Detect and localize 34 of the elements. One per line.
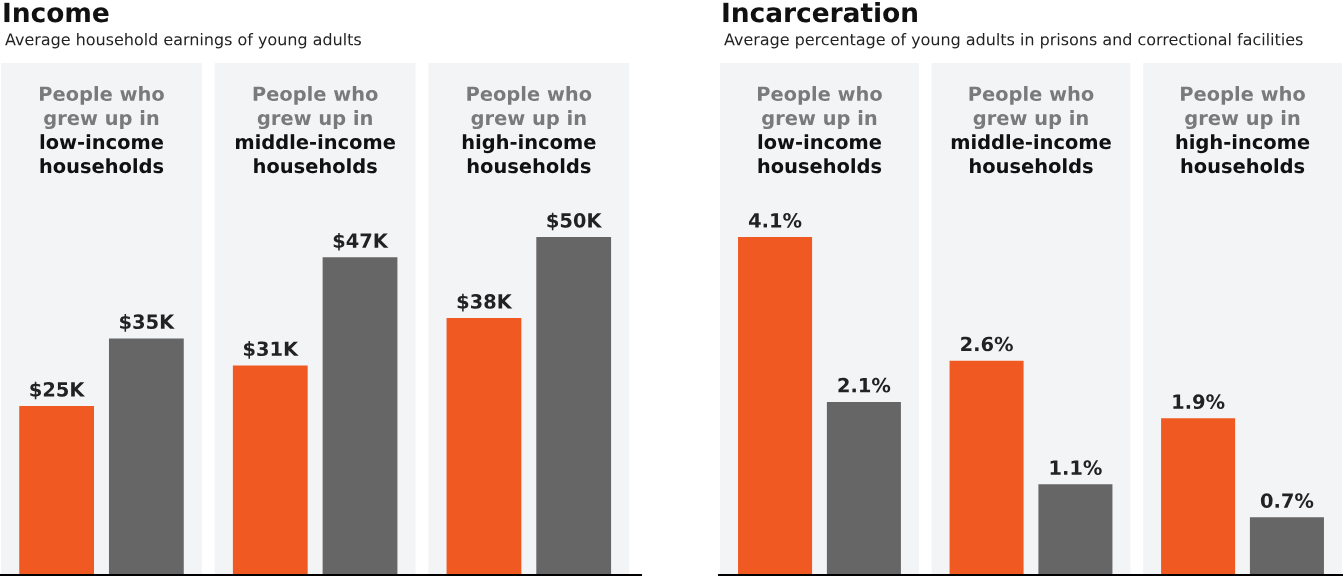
bar: [446, 318, 522, 575]
data-label: 2.6%: [961, 336, 1013, 352]
data-label: $47K: [333, 232, 389, 251]
x-tick-label: People who grew up in high-income households: [462, 86, 596, 174]
bar: [19, 406, 95, 575]
bar: [322, 257, 398, 575]
bar: [826, 401, 901, 575]
data-label: $38K: [457, 293, 513, 312]
data-label: $25K: [30, 381, 86, 400]
data-label: 1.1%: [1050, 460, 1102, 475]
data-label: 4.1%: [748, 212, 802, 228]
data-label: 0.7%: [1260, 493, 1314, 508]
data-label: $31K: [243, 341, 299, 359]
x-tick-label: People who grew up in high-income households: [1176, 86, 1310, 174]
bar: [536, 237, 612, 575]
x-tick-label: People who grew up in middle-income households: [236, 86, 395, 174]
x-tick-label: People who grew up in low-income households: [758, 86, 882, 174]
data-label: 1.9%: [1173, 394, 1225, 410]
chart-title: Incarceration: [723, 2, 917, 23]
bar: [108, 338, 184, 575]
chart-title: Income: [4, 2, 109, 23]
chart-subtitle: Average household earnings of young adults: [5, 33, 361, 49]
bar: [949, 360, 1024, 575]
data-label: $35K: [120, 314, 175, 332]
bar: [1161, 418, 1236, 575]
bar: [1038, 484, 1113, 575]
data-label: 2.1%: [838, 377, 891, 393]
bar: [232, 365, 308, 575]
data-label: $50K: [547, 212, 603, 231]
x-tick-label: People who grew up in middle-income households: [951, 86, 1111, 174]
bar: [1249, 517, 1324, 575]
x-tick-label: People who grew up in low-income households: [40, 86, 164, 174]
bar: [738, 237, 813, 575]
chart-subtitle: Average percentage of young adults in prisons and correctional facilities: [724, 33, 1303, 49]
